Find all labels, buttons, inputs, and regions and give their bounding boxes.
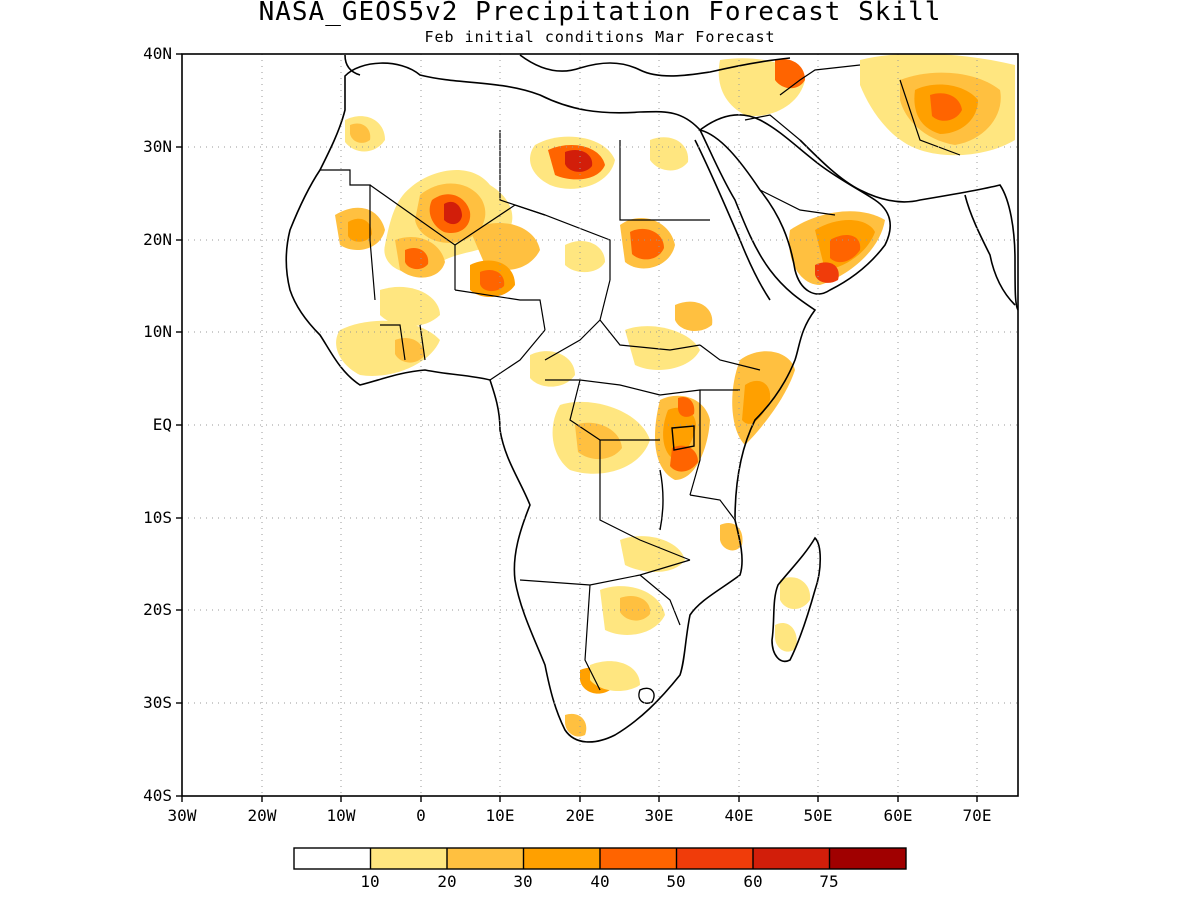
colorbar-segment — [370, 848, 447, 869]
lat-tick-label: EQ — [152, 415, 172, 434]
lat-tick-label: 10N — [143, 322, 172, 341]
grid-lines — [182, 54, 1018, 796]
colorbar-label: 75 — [819, 872, 839, 891]
map-subtitle: Feb initial conditions Mar Forecast — [424, 28, 776, 46]
colorbar-segment — [523, 848, 600, 869]
lon-tick-label: 30E — [644, 806, 674, 825]
colorbar-segment — [447, 848, 524, 869]
colorbar-segment — [600, 848, 677, 869]
lat-tick-label: 30N — [143, 137, 172, 156]
lon-tick-label: 0 — [416, 806, 426, 825]
colorbar-label: 20 — [437, 872, 457, 891]
colorbar — [293, 847, 907, 870]
axis-ticks — [176, 53, 978, 802]
lat-tick-label: 30S — [143, 693, 172, 712]
lakes — [638, 425, 695, 704]
lon-tick-label: 10W — [326, 806, 356, 825]
lon-tick-label: 60E — [883, 806, 913, 825]
colorbar-label: 10 — [360, 872, 380, 891]
colorbar-segment — [676, 848, 753, 869]
colorbar-segment — [294, 848, 371, 869]
lon-tick-label: 30W — [167, 806, 197, 825]
lat-tick-label: 20S — [143, 600, 172, 619]
lon-tick-label: 10E — [485, 806, 515, 825]
colorbar-segment — [753, 848, 830, 869]
lon-tick-label: 50E — [803, 806, 833, 825]
skill-shading — [335, 53, 1015, 737]
lon-tick-label: 40E — [724, 806, 754, 825]
colorbar-label: 50 — [666, 872, 686, 891]
lat-tick-label: 10S — [143, 508, 172, 527]
colorbar-label: 40 — [590, 872, 610, 891]
lat-tick-label: 20N — [143, 230, 172, 249]
coastlines — [285, 54, 1019, 743]
lon-tick-label: 20W — [247, 806, 277, 825]
map-title: NASA_GEOS5v2 Precipitation Forecast Skil… — [258, 0, 942, 27]
colorbar-label: 30 — [513, 872, 533, 891]
colorbar-label: 60 — [743, 872, 763, 891]
lon-tick-label: 20E — [565, 806, 595, 825]
lat-tick-label: 40S — [143, 786, 172, 805]
lon-tick-label: 70E — [962, 806, 992, 825]
lat-tick-label: 40N — [143, 44, 172, 63]
colorbar-segment — [829, 848, 906, 869]
